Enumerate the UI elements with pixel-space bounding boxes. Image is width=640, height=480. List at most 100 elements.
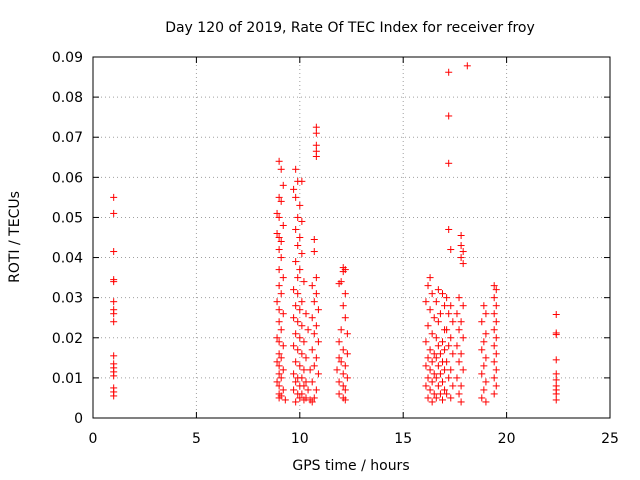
data-point [275, 338, 283, 346]
data-point [275, 234, 283, 241]
x-tick-label: 5 [192, 431, 201, 447]
data-point [273, 209, 281, 217]
grid-lines [93, 57, 610, 418]
data-point [438, 396, 446, 404]
data-point [445, 68, 453, 76]
data-point [302, 310, 310, 318]
x-tick-label: 15 [394, 431, 412, 447]
data-point [457, 318, 465, 326]
data-point [337, 358, 345, 366]
data-point [436, 350, 444, 358]
data-point [426, 346, 434, 354]
data-point [275, 266, 283, 274]
data-point [490, 374, 498, 382]
data-point [422, 362, 430, 370]
data-point [290, 314, 298, 322]
data-point [312, 354, 320, 362]
data-point [436, 370, 444, 378]
y-tick-label: 0.06 [52, 170, 83, 186]
data-point [310, 362, 318, 370]
data-point [310, 236, 318, 244]
x-tick-label: 25 [601, 431, 619, 447]
data-point [335, 378, 343, 386]
data-point [279, 274, 287, 282]
data-point [457, 350, 465, 358]
data-point [296, 201, 304, 209]
data-point [492, 350, 500, 358]
data-point [275, 193, 283, 201]
data-point [492, 366, 500, 374]
data-point [438, 338, 446, 346]
data-point [443, 390, 451, 398]
data-point [335, 280, 343, 288]
data-point [430, 350, 438, 358]
data-point [490, 310, 498, 318]
data-point [447, 366, 455, 374]
data-point [552, 331, 560, 339]
data-point [279, 342, 287, 350]
data-point [447, 334, 455, 342]
plot-frame [92, 56, 611, 419]
data-point [478, 370, 486, 378]
y-tick-label: 0.01 [52, 371, 83, 387]
data-point [290, 370, 298, 378]
y-axis-label: ROTI / TECUs [7, 191, 23, 283]
data-point [339, 382, 347, 390]
data-point [275, 213, 283, 221]
data-point [275, 394, 283, 402]
y-tick-label: 0.02 [52, 331, 83, 347]
data-point [310, 394, 318, 402]
data-point [552, 390, 560, 398]
x-tick-label: 20 [498, 431, 516, 447]
data-point [279, 366, 287, 374]
data-point [432, 374, 440, 382]
data-point [447, 246, 455, 254]
data-point [308, 314, 316, 322]
data-point [314, 306, 322, 314]
data-point [298, 350, 306, 358]
data-point [339, 346, 347, 354]
data-point [277, 165, 285, 173]
data-point [428, 398, 436, 406]
data-point [457, 254, 465, 262]
data-point [482, 398, 490, 406]
data-point [290, 342, 298, 350]
data-point [341, 396, 349, 404]
data-point [443, 358, 451, 366]
data-point [296, 266, 304, 274]
data-point [110, 209, 118, 217]
data-point [273, 229, 281, 237]
data-point [490, 294, 498, 302]
data-point [304, 326, 312, 334]
data-point [312, 290, 320, 298]
data-point [277, 290, 285, 298]
axis-ticks [92, 56, 611, 419]
data-point [298, 298, 306, 306]
data-point [482, 378, 490, 386]
data-point [457, 231, 465, 239]
data-point [341, 362, 349, 370]
data-point [432, 394, 440, 402]
data-point [480, 302, 488, 310]
data-point [308, 282, 316, 290]
data-point [277, 326, 285, 334]
data-point [492, 302, 500, 310]
data-point [300, 366, 308, 374]
data-point [434, 286, 442, 294]
data-point [300, 396, 308, 404]
data-point [312, 386, 320, 394]
data-point [314, 370, 322, 378]
data-point [308, 378, 316, 386]
data-point [426, 274, 434, 282]
data-point [492, 334, 500, 342]
data-point [296, 394, 304, 402]
data-point [445, 310, 453, 318]
data-point [275, 362, 283, 370]
y-tick-label: 0.09 [52, 50, 83, 66]
data-point [459, 248, 467, 256]
data-point [459, 366, 467, 374]
data-point [459, 302, 467, 310]
data-point [312, 123, 320, 131]
data-point [449, 382, 457, 390]
